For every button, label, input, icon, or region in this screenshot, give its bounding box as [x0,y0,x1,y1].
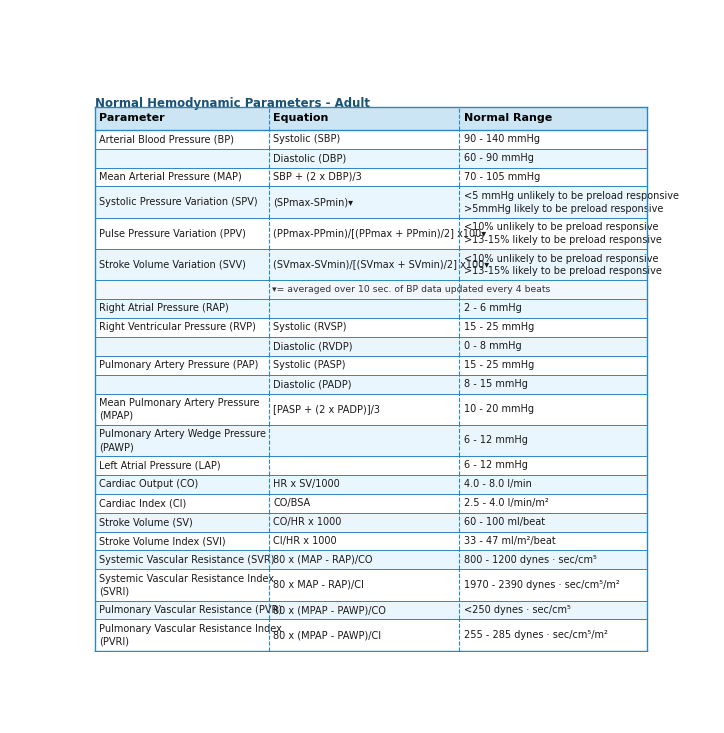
Text: 800 - 1200 dynes · sec/cm⁵: 800 - 1200 dynes · sec/cm⁵ [464,555,597,565]
Text: 6 - 12 mmHg: 6 - 12 mmHg [464,460,528,471]
Text: Pulse Pressure Variation (PPV): Pulse Pressure Variation (PPV) [99,228,246,238]
Text: Stroke Volume (SV): Stroke Volume (SV) [99,517,193,527]
Bar [95,107,647,130]
Text: <5 mmHg unlikely to be preload responsive
>5mmHg likely to be preload responsive: <5 mmHg unlikely to be preload responsiv… [464,191,679,214]
Bar [95,218,647,249]
Text: 80 x MAP - RAP)/CI: 80 x MAP - RAP)/CI [274,580,364,590]
Text: Stroke Volume Variation (SVV): Stroke Volume Variation (SVV) [99,259,246,270]
Bar [95,318,647,336]
Text: ▾= averaged over 10 sec. of BP data updated every 4 beats: ▾= averaged over 10 sec. of BP data upda… [272,285,551,294]
Text: Systolic (RVSP): Systolic (RVSP) [274,323,347,332]
Bar [95,456,647,475]
Bar [95,356,647,375]
Text: 80 x (MAP - RAP)/CO: 80 x (MAP - RAP)/CO [274,555,373,565]
Bar [95,600,647,619]
Text: 60 - 90 mmHg: 60 - 90 mmHg [464,153,534,163]
Bar [95,375,647,394]
Text: Diastolic (RVDP): Diastolic (RVDP) [274,342,353,351]
Bar [95,168,647,186]
Text: Stroke Volume Index (SVI): Stroke Volume Index (SVI) [99,536,226,546]
Text: Pulmonary Artery Pressure (PAP): Pulmonary Artery Pressure (PAP) [99,360,259,370]
Bar [95,130,647,149]
Bar [95,550,647,570]
Text: Systolic Pressure Variation (SPV): Systolic Pressure Variation (SPV) [99,197,258,207]
Text: 33 - 47 ml/m²/beat: 33 - 47 ml/m²/beat [464,536,555,546]
Text: Left Atrial Pressure (LAP): Left Atrial Pressure (LAP) [99,460,221,471]
Text: Equation: Equation [274,114,329,123]
Text: Mean Arterial Pressure (MAP): Mean Arterial Pressure (MAP) [99,172,243,182]
Text: Right Ventricular Pressure (RVP): Right Ventricular Pressure (RVP) [99,323,256,332]
Text: 90 - 140 mmHg: 90 - 140 mmHg [464,134,540,144]
Bar [95,570,647,600]
Text: 60 - 100 ml/beat: 60 - 100 ml/beat [464,517,545,527]
Text: Systemic Vascular Resistance Index
(SVRI): Systemic Vascular Resistance Index (SVRI… [99,574,274,597]
Text: 80 x (MPAP - PAWP)/CO: 80 x (MPAP - PAWP)/CO [274,605,387,615]
Text: Diastolic (DBP): Diastolic (DBP) [274,153,347,163]
Text: Parameter: Parameter [99,114,165,123]
Bar [95,280,647,299]
Text: <250 dynes · sec/cm⁵: <250 dynes · sec/cm⁵ [464,605,571,615]
Text: 8 - 15 mmHg: 8 - 15 mmHg [464,379,528,389]
Text: Arterial Blood Pressure (BP): Arterial Blood Pressure (BP) [99,134,235,144]
Bar [95,249,647,280]
Text: (PPmax-PPmin)/[(PPmax + PPmin)/2] x100▾: (PPmax-PPmin)/[(PPmax + PPmin)/2] x100▾ [274,228,487,238]
Text: 6 - 12 mmHg: 6 - 12 mmHg [464,435,528,446]
Text: Diastolic (PADP): Diastolic (PADP) [274,379,352,389]
Text: Systolic (PASP): Systolic (PASP) [274,360,346,370]
Text: 15 - 25 mmHg: 15 - 25 mmHg [464,360,534,370]
Text: Right Atrial Pressure (RAP): Right Atrial Pressure (RAP) [99,303,230,314]
Bar [95,475,647,494]
Bar [95,424,647,456]
Text: Pulmonary Vascular Resistance Index
(PVRI): Pulmonary Vascular Resistance Index (PVR… [99,625,282,647]
Text: Pulmonary Vascular Resistance (PVR): Pulmonary Vascular Resistance (PVR) [99,605,282,615]
Bar [95,186,647,218]
Text: (SPmax-SPmin)▾: (SPmax-SPmin)▾ [274,197,353,207]
Text: <10% unlikely to be preload responsive
>13-15% likely to be preload responsive: <10% unlikely to be preload responsive >… [464,254,662,276]
Text: 0 - 8 mmHg: 0 - 8 mmHg [464,342,521,351]
Text: 2.5 - 4.0 l/min/m²: 2.5 - 4.0 l/min/m² [464,498,549,508]
Text: [PASP + (2 x PADP)]/3: [PASP + (2 x PADP)]/3 [274,404,380,414]
Bar [95,336,647,356]
Text: Cardiac Index (CI): Cardiac Index (CI) [99,498,187,508]
Text: <10% unlikely to be preload responsive
>13-15% likely to be preload responsive: <10% unlikely to be preload responsive >… [464,222,662,245]
Text: Systemic Vascular Resistance (SVR): Systemic Vascular Resistance (SVR) [99,555,275,565]
Text: (SVmax-SVmin)/[(SVmax + SVmin)/2] x100▾: (SVmax-SVmin)/[(SVmax + SVmin)/2] x100▾ [274,259,489,270]
Text: CO/HR x 1000: CO/HR x 1000 [274,517,342,527]
Bar [95,394,647,424]
Text: Normal Hemodynamic Parameters - Adult: Normal Hemodynamic Parameters - Adult [95,97,370,110]
Text: Pulmonary Artery Wedge Pressure
(PAWP): Pulmonary Artery Wedge Pressure (PAWP) [99,430,266,452]
Text: CO/BSA: CO/BSA [274,498,311,508]
Bar [95,494,647,512]
Text: 255 - 285 dynes · sec/cm⁵/m²: 255 - 285 dynes · sec/cm⁵/m² [464,630,607,640]
Bar [95,299,647,318]
Bar [95,149,647,168]
Text: 2 - 6 mmHg: 2 - 6 mmHg [464,303,521,314]
Text: Normal Range: Normal Range [464,114,552,123]
Text: HR x SV/1000: HR x SV/1000 [274,479,340,489]
Text: 80 x (MPAP - PAWP)/CI: 80 x (MPAP - PAWP)/CI [274,630,382,640]
Text: CI/HR x 1000: CI/HR x 1000 [274,536,337,546]
Text: 4.0 - 8.0 l/min: 4.0 - 8.0 l/min [464,479,531,489]
Text: 15 - 25 mmHg: 15 - 25 mmHg [464,323,534,332]
Text: Systolic (SBP): Systolic (SBP) [274,134,341,144]
Text: 1970 - 2390 dynes · sec/cm⁵/m²: 1970 - 2390 dynes · sec/cm⁵/m² [464,580,620,590]
Text: 70 - 105 mmHg: 70 - 105 mmHg [464,172,540,182]
Bar [95,619,647,651]
Text: Cardiac Output (CO): Cardiac Output (CO) [99,479,198,489]
Text: 10 - 20 mmHg: 10 - 20 mmHg [464,404,534,414]
Bar [95,531,647,550]
Bar [95,512,647,531]
Text: SBP + (2 x DBP)/3: SBP + (2 x DBP)/3 [274,172,362,182]
Text: Mean Pulmonary Artery Pressure
(MPAP): Mean Pulmonary Artery Pressure (MPAP) [99,398,260,421]
